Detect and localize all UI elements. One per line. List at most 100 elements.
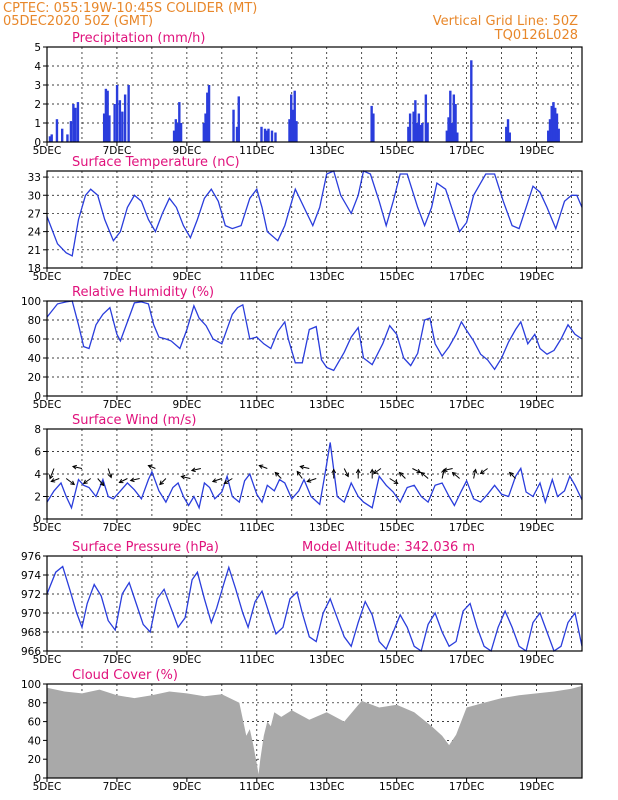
y-tick-label: 976 <box>21 551 41 563</box>
y-tick-label: 40 <box>28 353 41 365</box>
y-tick-label: 0 <box>34 391 41 403</box>
x-tick-label: 11DEC <box>239 781 274 793</box>
wind-arrow-head <box>451 471 457 477</box>
x-tick-label: 17DEC <box>449 781 484 793</box>
x-tick-label: 13DEC <box>309 654 344 666</box>
wind-arrow-head <box>442 467 448 473</box>
y-tick-label: 0 <box>34 773 41 785</box>
precip-frame <box>46 46 583 143</box>
wind-arrow <box>97 478 105 486</box>
pressure-line <box>46 565 583 653</box>
wind-arrow-head <box>82 479 88 485</box>
precip-bar <box>60 128 64 142</box>
precip-bar <box>72 104 75 142</box>
precip-bar <box>445 130 449 142</box>
wind-arrow <box>373 468 382 474</box>
wind-arrow-head <box>479 469 485 475</box>
y-tick-label: 60 <box>28 717 41 729</box>
wind-arrow-head <box>508 471 514 477</box>
precip-bar <box>202 123 206 142</box>
precip-panel: 0 1 2 3 4 5 5DEC 7DEC 9DEC 11DEC 13DEC 15DEC 17DEC 19… <box>33 31 583 157</box>
precip-bar <box>557 128 560 142</box>
y-tick-label: 18 <box>28 263 41 275</box>
precip-bar <box>550 105 553 142</box>
wind-arrow <box>420 472 429 479</box>
precip-bar <box>508 132 511 142</box>
precip-bar <box>452 94 456 142</box>
precip-bar <box>106 90 109 142</box>
precip-bar <box>274 132 277 142</box>
wind-arrow-head <box>180 474 186 480</box>
x-tick-label: 15DEC <box>379 399 414 411</box>
x-tick-label: 19DEC <box>519 522 554 534</box>
precip-bar <box>237 96 240 142</box>
y-tick-label: 1 <box>34 118 41 130</box>
y-tick-label: 24 <box>28 227 42 239</box>
wind-arrow-head <box>129 477 135 483</box>
precip-bar <box>449 90 452 142</box>
x-tick-label: 11DEC <box>239 145 274 157</box>
precip-bar <box>506 119 510 142</box>
precip-bar <box>263 128 267 142</box>
model-id: TQ0126L028 <box>494 28 578 43</box>
wind-arrow-head <box>416 468 422 474</box>
y-tick-label: 3 <box>34 80 41 92</box>
y-tick-label: 100 <box>21 296 41 308</box>
wind-arrow <box>119 478 128 483</box>
precip-bar <box>293 90 296 142</box>
wind-arrow-head <box>306 478 312 483</box>
precip-bar <box>372 113 375 142</box>
x-tick-label: 9DEC <box>173 145 202 157</box>
temp-line <box>46 170 583 257</box>
wind-arrow <box>72 466 83 469</box>
wind-arrow-head <box>107 473 113 479</box>
precip-bar <box>419 124 422 142</box>
precip-bar <box>552 102 555 142</box>
rh-line <box>46 300 583 372</box>
x-tick-label: 17DEC <box>449 271 484 283</box>
x-tick-label: 7DEC <box>103 781 132 793</box>
x-tick-label: 9DEC <box>173 781 202 793</box>
grid-line-note: Vertical Grid Line: 50Z <box>432 14 578 29</box>
precip-bar <box>102 113 106 142</box>
temp-panel: 18 21 24 27 30 33 5DEC 7DEC 9DEC 11DEC 13DEC 15DEC 1… <box>28 155 583 283</box>
wind-arrow-head <box>71 464 77 470</box>
precip-bar <box>407 126 410 142</box>
wind-arrow-head <box>147 464 153 469</box>
x-tick-label: 11DEC <box>239 522 274 534</box>
precip-bar <box>108 115 111 142</box>
wind-arrow <box>307 478 317 482</box>
precip-bar <box>76 102 80 142</box>
wind-arrow <box>399 472 406 479</box>
wind-arrow <box>296 471 303 479</box>
temp-title: Surface Temperature (nC) <box>72 155 240 170</box>
precip-bar <box>118 100 122 142</box>
precip-bar <box>260 126 263 142</box>
wind-panel: 0 2 4 6 8 5DEC 7DEC 9DEC 11DEC 13DEC 15DEC 17DEC 19D… <box>33 413 583 534</box>
x-tick-label: 9DEC <box>173 522 202 534</box>
wind-arrow <box>443 468 453 471</box>
wind-arrow-head <box>258 464 264 469</box>
x-tick-label: 5DEC <box>33 522 62 534</box>
wind-arrow-head <box>355 468 361 474</box>
wind-arrow <box>191 468 201 471</box>
wind-title: Surface Wind (m/s) <box>72 413 196 428</box>
run-date: 05DEC2020 50Z (GMT) <box>3 14 154 29</box>
y-tick-label: 972 <box>21 589 41 601</box>
wind-arrow <box>148 465 156 469</box>
wind-arrow-head <box>344 472 349 478</box>
x-tick-label: 7DEC <box>103 399 132 411</box>
pressure-title: Surface Pressure (hPa) <box>72 540 219 555</box>
precip-bar <box>426 123 429 142</box>
wind-arrow <box>130 478 140 481</box>
precip-bar <box>179 123 183 142</box>
precip-bar <box>50 134 53 142</box>
x-tick-label: 5DEC <box>33 781 62 793</box>
wind-arrow <box>65 478 75 485</box>
precip-bar <box>121 111 124 142</box>
y-tick-label: 21 <box>28 245 41 257</box>
x-tick-label: 5DEC <box>33 399 62 411</box>
wind-arrow <box>224 478 233 484</box>
wind-arrow-head <box>190 467 196 473</box>
